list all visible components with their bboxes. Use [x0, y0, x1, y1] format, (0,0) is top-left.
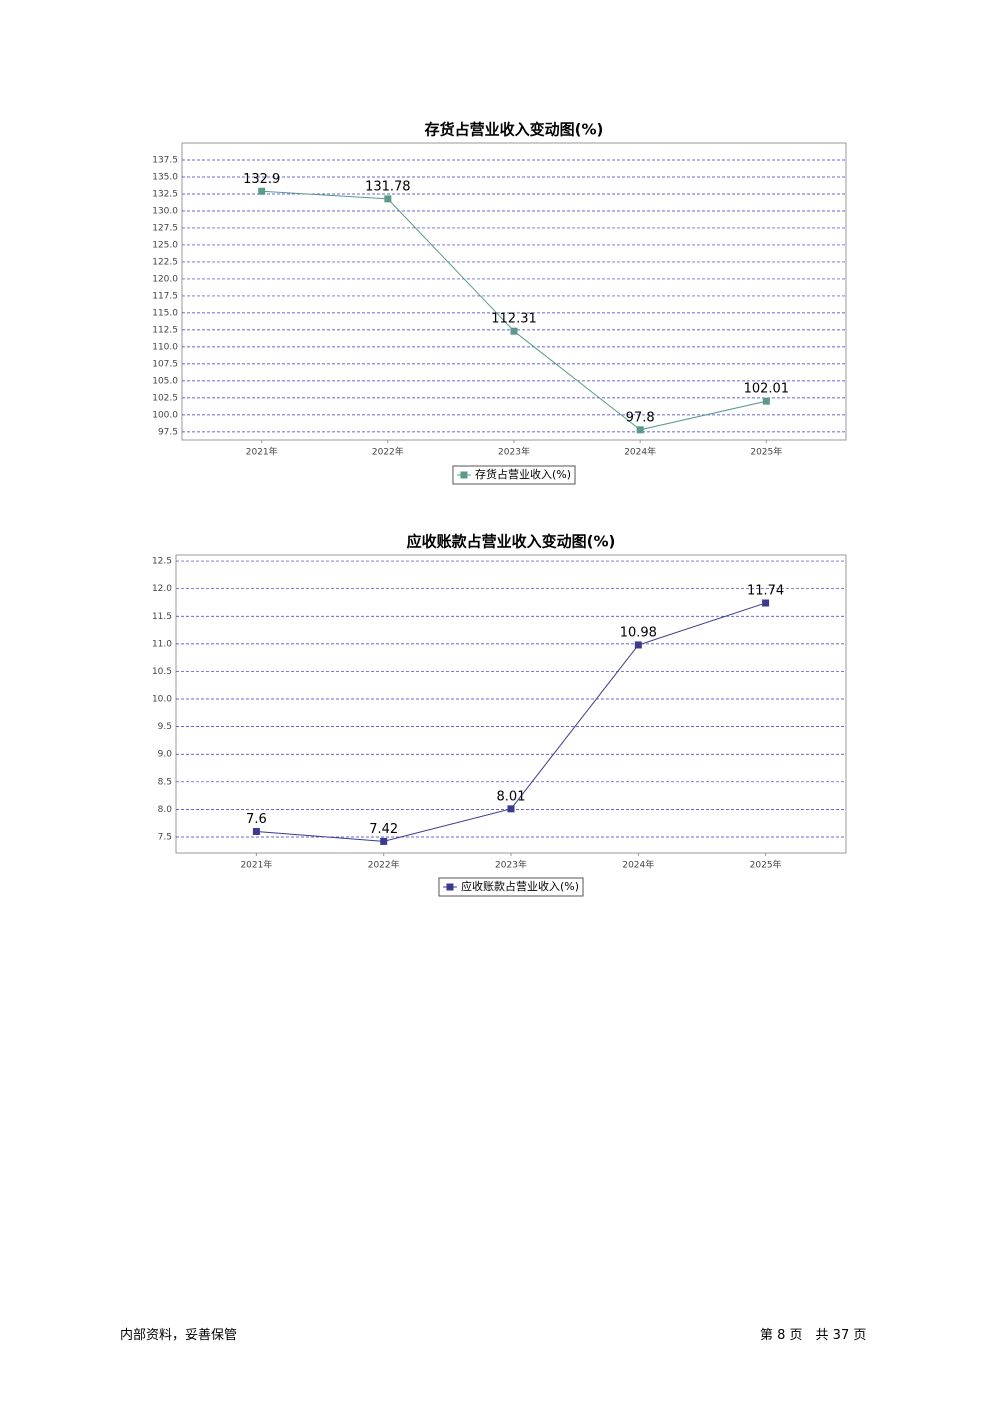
- y-tick-label: 11.5: [152, 612, 172, 622]
- x-tick-label: 2024年: [624, 446, 656, 458]
- y-tick-label: 10.5: [152, 667, 172, 677]
- y-tick-label: 100.0: [152, 410, 178, 420]
- charts: 存货占营业收入变动图(%) 97.5 100.0 102.5 105.0 107.5 110…: [152, 121, 847, 897]
- x-tick-label: 2021年: [240, 859, 272, 871]
- legend-marker: [446, 883, 454, 891]
- x-tick-label: 2023年: [495, 859, 527, 871]
- data-label: 97.8: [626, 410, 655, 425]
- data-label: 10.98: [620, 625, 657, 640]
- legend-label: 应收账款占营业收入(%): [461, 879, 579, 893]
- data-label: 102.01: [744, 382, 790, 397]
- x-tick-label: 2024年: [622, 859, 654, 871]
- y-tick-label: 110.0: [152, 342, 178, 352]
- point: [258, 187, 266, 195]
- x-tick-label: 2022年: [372, 446, 404, 458]
- line: [261, 190, 767, 431]
- y-tick-label: 9.5: [158, 722, 172, 732]
- x-tick-label: 2025年: [750, 859, 782, 871]
- point: [762, 599, 770, 607]
- y-tick-label: 117.5: [152, 291, 178, 301]
- y-tick-label: 137.5: [152, 155, 178, 165]
- y-tick-label: 12.5: [152, 557, 172, 567]
- y-tick-label: 9.0: [158, 750, 173, 760]
- chart-title: 应收账款占营业收入变动图(%): [407, 533, 616, 551]
- y-tick-label: 7.5: [158, 832, 172, 842]
- footer-right: 第 8 页 共 37 页: [760, 1328, 867, 1343]
- y-tick-label: 107.5: [152, 359, 178, 369]
- point: [252, 827, 260, 835]
- x-tick-label: 2025年: [750, 446, 782, 458]
- x-tick-label: 2023年: [498, 446, 530, 458]
- point: [636, 426, 644, 434]
- point: [510, 327, 518, 335]
- legend-box: [452, 465, 576, 485]
- y-tick-label: 130.0: [152, 206, 178, 216]
- point: [384, 195, 392, 203]
- y-tick-label: 120.0: [152, 274, 178, 284]
- footer-left: 内部资料，妥善保管: [120, 1328, 238, 1343]
- data-label: 8.01: [497, 789, 526, 804]
- y-tick-label: 11.0: [152, 639, 172, 649]
- y-tick-label: 105.0: [152, 376, 178, 386]
- data-label: 7.6: [246, 812, 267, 827]
- x-tick-label: 2021年: [246, 446, 278, 458]
- y-tick-label: 132.5: [152, 189, 178, 199]
- data-label: 7.42: [369, 822, 398, 837]
- y-tick-label: 8.0: [158, 805, 173, 815]
- point: [380, 837, 388, 845]
- data-label: 112.31: [491, 312, 537, 327]
- y-tick-label: 8.5: [158, 777, 172, 787]
- x-tick-label: 2022年: [368, 859, 400, 871]
- y-tick-label: 12.0: [152, 584, 172, 594]
- y-tick-label: 115.0: [152, 308, 178, 318]
- data-label: 132.9: [243, 172, 280, 187]
- data-label: 11.74: [747, 584, 784, 599]
- point: [507, 805, 515, 813]
- y-tick-label: 97.5: [158, 427, 178, 437]
- y-tick-label: 112.5: [152, 325, 178, 335]
- y-tick-label: 122.5: [152, 257, 178, 267]
- legend-label: 存货占营业收入(%): [475, 467, 571, 481]
- legend-marker: [460, 471, 468, 479]
- point: [634, 641, 642, 649]
- y-tick-label: 102.5: [152, 393, 178, 403]
- chart-title: 存货占营业收入变动图(%): [425, 121, 604, 139]
- y-tick-label: 127.5: [152, 223, 178, 233]
- y-tick-label: 10.0: [152, 695, 172, 705]
- data-label: 131.78: [365, 179, 411, 194]
- point: [762, 397, 770, 405]
- y-tick-label: 135.0: [152, 172, 178, 182]
- legend-box: [438, 877, 584, 897]
- y-tick-label: 125.0: [152, 240, 178, 250]
